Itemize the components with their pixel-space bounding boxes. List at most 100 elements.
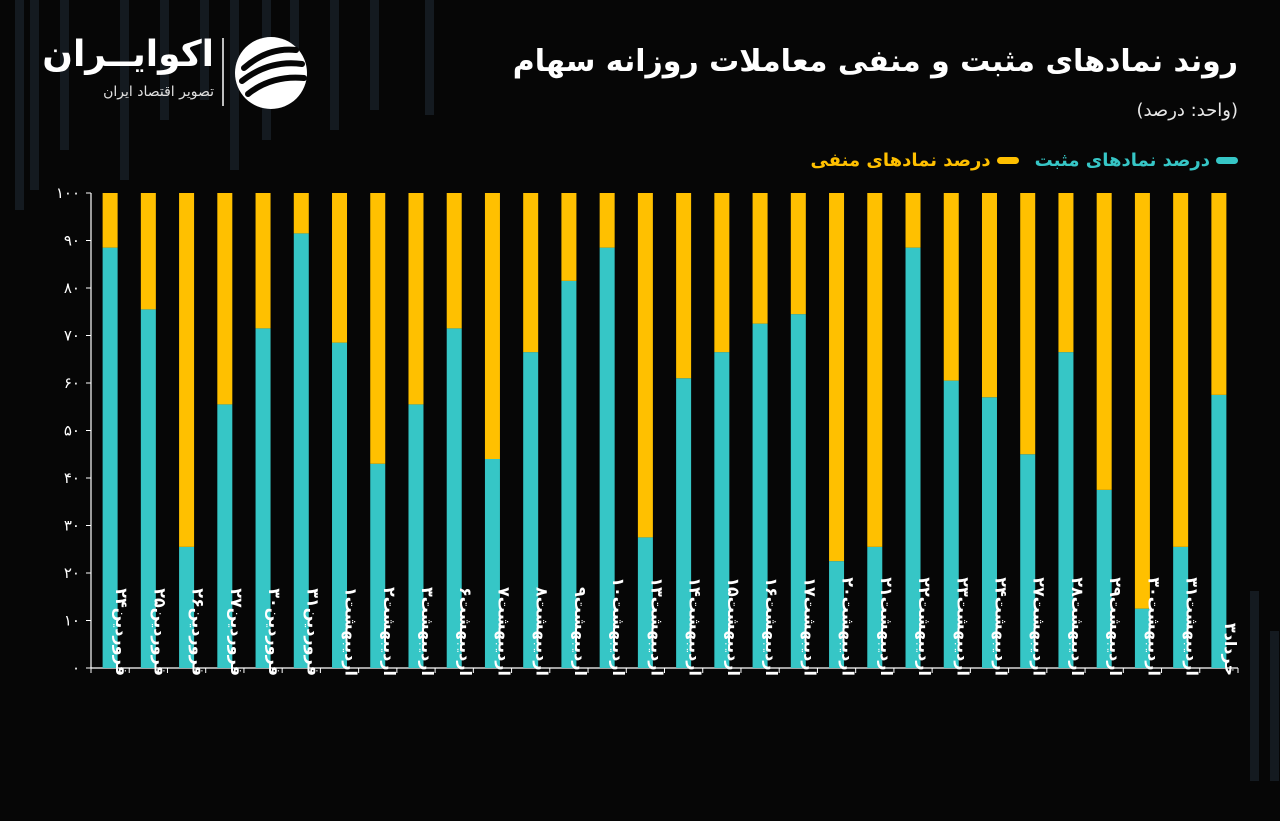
bar-positive <box>332 342 348 668</box>
bar-positive <box>752 323 768 668</box>
legend-item-negative: درصد نمادهای منفی <box>810 150 1019 171</box>
legend-label-negative: درصد نمادهای منفی <box>810 150 991 171</box>
bar-negative <box>179 193 195 547</box>
brand-mark-icon <box>235 37 307 109</box>
bar-negative <box>484 193 500 459</box>
bar-positive <box>599 247 615 668</box>
x-tick-label: اردیبهشت۱۵ <box>724 577 743 676</box>
bar-positive <box>484 459 500 668</box>
bar-positive <box>867 546 883 668</box>
x-tick-label: اردیبهشت۳ <box>418 587 437 676</box>
x-tick-label: اردیبهشت۱۶ <box>762 577 781 676</box>
bar-positive <box>1096 489 1112 668</box>
bar-negative <box>676 193 692 379</box>
bar-negative <box>1134 193 1150 609</box>
x-tick-label: فروردین۲۶ <box>189 588 208 676</box>
bar-positive <box>217 404 233 668</box>
chart-title: روند نمادهای مثبت و منفی معاملات روزانه … <box>512 44 1238 79</box>
bar-negative <box>752 193 768 324</box>
bar-negative <box>1173 193 1189 547</box>
x-tick-label: اردیبهشت۲۷ <box>1030 577 1049 676</box>
bar-negative <box>905 193 921 248</box>
bar-negative <box>714 193 730 353</box>
brand-subtitle: تصویر اقتصاد ایران <box>103 84 214 100</box>
legend-swatch-positive <box>1216 157 1238 164</box>
x-tick-label: اردیبهشت۲۴ <box>991 577 1010 676</box>
bar-negative <box>561 193 577 281</box>
y-tick-label: ۱۰ <box>64 612 80 630</box>
bar-positive <box>446 328 462 668</box>
bar-negative <box>1058 193 1074 353</box>
x-tick-label: اردیبهشت۸ <box>533 587 552 676</box>
bar-positive <box>829 561 845 668</box>
bar-negative <box>1211 193 1227 395</box>
x-tick-label: فروردین۲۷ <box>227 588 246 676</box>
y-tick-label: ۸۰ <box>64 279 80 297</box>
bar-positive <box>637 537 653 668</box>
x-tick-label: اردیبهشت۱۳ <box>647 577 666 676</box>
chart-unit: (واحد: درصد) <box>1136 100 1238 121</box>
x-tick-label: اردیبهشت۲۹ <box>1106 577 1125 676</box>
bar-negative <box>829 193 845 562</box>
bar-positive <box>140 309 156 668</box>
y-tick-label: ۲۰ <box>64 564 80 582</box>
x-tick-label: فروردین۳۰ <box>265 588 284 676</box>
y-tick-label: ۵۰ <box>64 422 80 440</box>
bar-negative <box>255 193 271 329</box>
y-tick-label: ۹۰ <box>64 232 80 250</box>
bar-negative <box>523 193 539 353</box>
brand-logo: اکوایــران تصویر اقتصاد ایران <box>42 34 312 114</box>
bar-negative <box>217 193 233 405</box>
x-tick-label: اردیبهشت۳۰ <box>1144 577 1163 676</box>
bar-negative <box>1096 193 1112 490</box>
bar-positive <box>943 380 959 668</box>
x-tick-label: اردیبهشت۱۴ <box>686 577 705 676</box>
chart-legend: درصد نمادهای مثبت درصد نمادهای منفی <box>810 150 1238 171</box>
x-tick-label: فروردین۲۵ <box>150 588 169 676</box>
bar-negative <box>446 193 462 329</box>
x-tick-label: اردیبهشت۶ <box>456 587 475 676</box>
legend-swatch-negative <box>996 157 1019 164</box>
bar-positive <box>1211 394 1227 668</box>
x-tick-label: خرداد۳ <box>1221 623 1240 676</box>
x-tick-label: اردیبهشت۲ <box>380 587 399 676</box>
bar-positive <box>408 404 424 668</box>
legend-item-positive: درصد نمادهای مثبت <box>1035 150 1238 171</box>
bar-negative <box>943 193 959 381</box>
bar-positive <box>1134 608 1150 668</box>
x-tick-label: اردیبهشت۳۱ <box>1183 577 1202 676</box>
bar-positive <box>255 328 271 668</box>
bar-negative <box>1020 193 1036 455</box>
x-tick-label: فروردین۲۴ <box>112 588 131 676</box>
y-tick-label: ۷۰ <box>64 327 80 345</box>
x-tick-label: اردیبهشت۱ <box>342 587 361 676</box>
x-tick-label: اردیبهشت۲۸ <box>1068 577 1087 676</box>
brand-separator <box>222 38 224 106</box>
x-tick-label: اردیبهشت۱۰ <box>609 577 628 676</box>
bar-positive <box>790 314 806 668</box>
bar-positive <box>523 352 539 668</box>
bar-negative <box>790 193 806 315</box>
bar-positive <box>561 280 577 668</box>
bar-negative <box>332 193 348 343</box>
x-tick-label: اردیبهشت۲۱ <box>877 577 896 676</box>
x-tick-label: اردیبهشت۷ <box>494 587 513 676</box>
bar-negative <box>140 193 156 310</box>
bar-negative <box>102 193 118 248</box>
bar-positive <box>714 352 730 668</box>
y-tick-label: ۶۰ <box>64 374 80 392</box>
bar-positive <box>102 247 118 668</box>
x-tick-label: اردیبهشت۱۷ <box>800 577 819 676</box>
bar-negative <box>981 193 997 398</box>
y-tick-label: ۴۰ <box>64 469 80 487</box>
bar-positive <box>1020 454 1036 668</box>
x-tick-label: اردیبهشت۲۳ <box>953 577 972 676</box>
bar-negative <box>867 193 883 547</box>
x-tick-label: اردیبهشت۹ <box>571 587 590 676</box>
bar-positive <box>370 463 386 668</box>
bar-positive <box>1058 352 1074 668</box>
bar-positive <box>293 233 309 668</box>
bar-positive <box>179 546 195 668</box>
legend-label-positive: درصد نمادهای مثبت <box>1034 150 1210 171</box>
